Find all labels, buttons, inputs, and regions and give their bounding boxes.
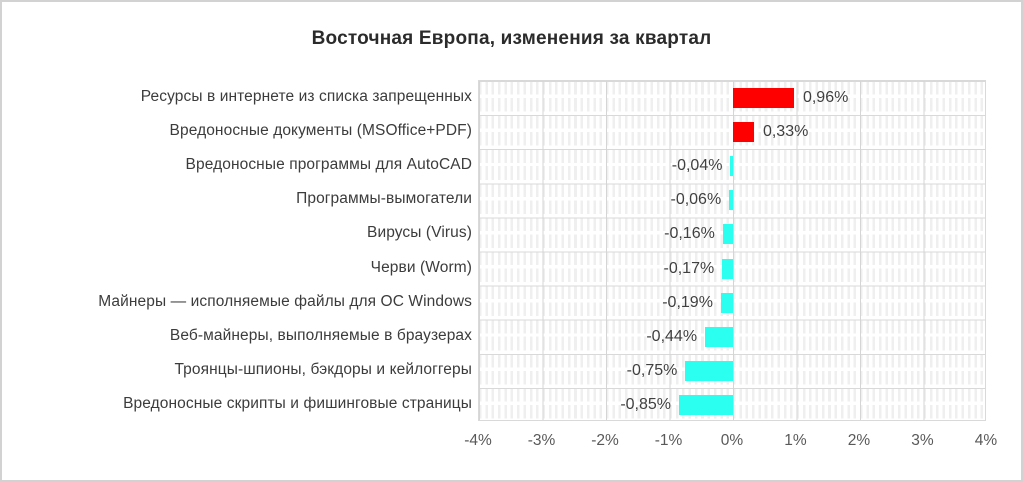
- bar: [705, 326, 733, 347]
- bar: [679, 394, 733, 415]
- value-label: 0,96%: [802, 89, 849, 107]
- bar: [733, 122, 754, 143]
- x-tick-label: 0%: [720, 432, 744, 449]
- bar: [685, 360, 733, 381]
- category-label: Черви (Worm): [370, 258, 472, 276]
- category-label: Вирусы (Virus): [367, 224, 472, 242]
- plot-area: 0,96% 0,33% -0,04% -0,06% -0,16% -0,17% -0,19%…: [478, 80, 986, 421]
- bar: [730, 156, 733, 177]
- category-label: Майнеры — исполняемые файлы для ОС Windo…: [98, 292, 472, 310]
- category-label: Программы-вымогатели: [296, 190, 472, 208]
- x-tick-label: 3%: [911, 432, 934, 449]
- bar: [722, 224, 733, 245]
- value-label: -0,04%: [671, 157, 723, 175]
- bar: [720, 292, 733, 313]
- value-label: -0,17%: [663, 259, 715, 277]
- category-label: Троянцы-шпионы, бэкдоры и кейлоггеры: [174, 360, 472, 378]
- x-tick-label: -2%: [591, 432, 619, 449]
- category-label: Ресурсы в интернете из списка запрещенны…: [140, 88, 472, 106]
- x-tick-label: 2%: [847, 432, 871, 449]
- value-label: -0,16%: [664, 225, 715, 243]
- value-label: 0,33%: [762, 123, 809, 141]
- bar: [729, 190, 733, 211]
- x-tick-label: 1%: [784, 432, 807, 449]
- value-label: -0,19%: [662, 293, 713, 311]
- chart-title: Восточная Европа, изменения за квартал: [311, 28, 712, 49]
- x-tick-label: 4%: [974, 432, 998, 449]
- category-label: Вредоносные программы для AutoCAD: [185, 156, 472, 174]
- x-tick-label: -3%: [527, 432, 556, 449]
- value-label: -0,06%: [670, 191, 722, 209]
- value-label: -0,44%: [646, 327, 698, 345]
- bar: [733, 88, 794, 109]
- category-label: Веб-майнеры, выполняемые в браузерах: [169, 326, 472, 344]
- value-label: -0,75%: [626, 361, 678, 379]
- category-label: Вредоносные документы (MSOffice+PDF): [169, 122, 472, 140]
- bar: [722, 258, 733, 279]
- value-label: -0,85%: [620, 395, 672, 413]
- category-label: Вредоносные скрипты и фишинговые страниц…: [123, 394, 472, 412]
- x-tick-label: -1%: [654, 432, 683, 449]
- x-tick-label: -4%: [464, 432, 492, 449]
